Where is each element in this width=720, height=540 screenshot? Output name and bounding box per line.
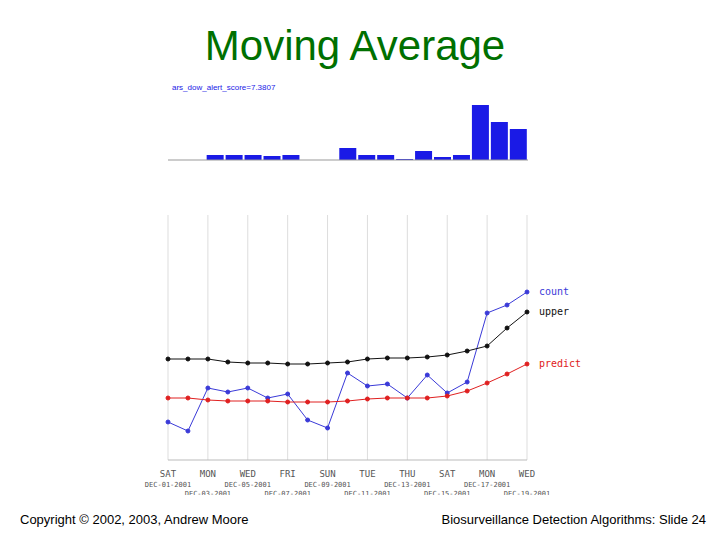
svg-text:count: count (539, 286, 569, 297)
svg-text:WED: WED (519, 469, 535, 479)
html-text:Copyright © 2002, 2003, Andrew: Copyright © 2002, 2003, Andrew Moore (20, 512, 249, 527)
svg-text:MON: MON (479, 469, 495, 479)
html-text:Moving Average: Moving Average (204, 22, 506, 69)
svg-text:SUN: SUN (319, 469, 335, 479)
html-text:ars_dow_alert_score=7.3807: ars_dow_alert_score=7.3807 (172, 83, 276, 92)
svg-text:DEC-05-2001: DEC-05-2001 (225, 481, 271, 489)
svg-text:DEC-07-2001: DEC-07-2001 (264, 490, 310, 495)
svg-text:DEC-09-2001: DEC-09-2001 (304, 481, 350, 489)
svg-text:SAT: SAT (160, 469, 177, 479)
svg-text:THU: THU (399, 469, 415, 479)
svg-text:MON: MON (200, 469, 216, 479)
svg-text:WED: WED (240, 469, 256, 479)
svg-text:DEC-15-2001: DEC-15-2001 (424, 490, 470, 495)
svg-text:DEC-19-2001: DEC-19-2001 (504, 490, 550, 495)
svg-text:DEC-17-2001: DEC-17-2001 (464, 481, 510, 489)
svg-text:predict: predict (539, 358, 581, 369)
svg-text:SAT: SAT (439, 469, 456, 479)
svg-text:DEC-01-2001: DEC-01-2001 (145, 481, 191, 489)
svg-text:TUE: TUE (359, 469, 375, 479)
svg-text:DEC-03-2001: DEC-03-2001 (185, 490, 231, 495)
svg-text:FRI: FRI (280, 469, 296, 479)
svg-text:DEC-11-2001: DEC-11-2001 (344, 490, 390, 495)
svg-text:DEC-13-2001: DEC-13-2001 (384, 481, 430, 489)
html-text:Biosurveillance Detection Algo: Biosurveillance Detection Algorithms: Sl… (441, 512, 706, 527)
svg-text:upper: upper (539, 306, 569, 317)
